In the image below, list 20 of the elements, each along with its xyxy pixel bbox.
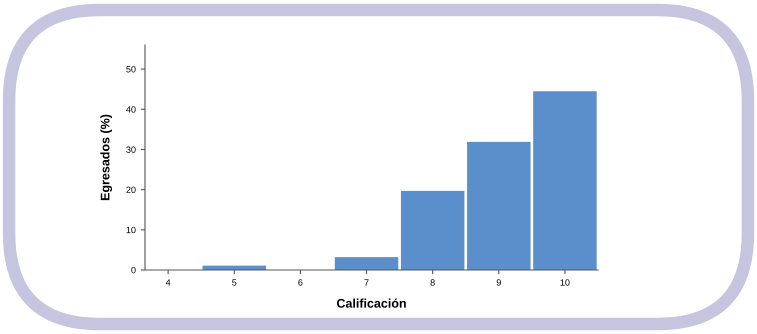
x-tick-label: 6 bbox=[298, 279, 303, 286]
y-tick-label: 40 bbox=[126, 106, 136, 113]
bar bbox=[467, 142, 531, 270]
bar bbox=[533, 91, 597, 270]
x-tick-label: 7 bbox=[364, 279, 369, 286]
x-tick-label: 9 bbox=[496, 279, 501, 286]
x-axis-title: Calificación bbox=[336, 298, 406, 308]
x-tick-label: 4 bbox=[166, 279, 170, 286]
bar bbox=[202, 266, 266, 270]
bar bbox=[334, 257, 398, 270]
bar bbox=[400, 190, 464, 270]
y-tick-label: 30 bbox=[126, 146, 136, 153]
y-axis-title: Egresados (%) bbox=[100, 114, 112, 200]
y-tick-label: 50 bbox=[126, 66, 136, 72]
y-tick-label: 10 bbox=[126, 226, 136, 234]
x-tick-label: 5 bbox=[232, 279, 236, 286]
y-tick-label: 0 bbox=[131, 266, 136, 274]
x-tick-label: 8 bbox=[430, 279, 435, 286]
y-tick-label: 20 bbox=[126, 186, 136, 194]
x-tick-label: 10 bbox=[560, 279, 570, 286]
